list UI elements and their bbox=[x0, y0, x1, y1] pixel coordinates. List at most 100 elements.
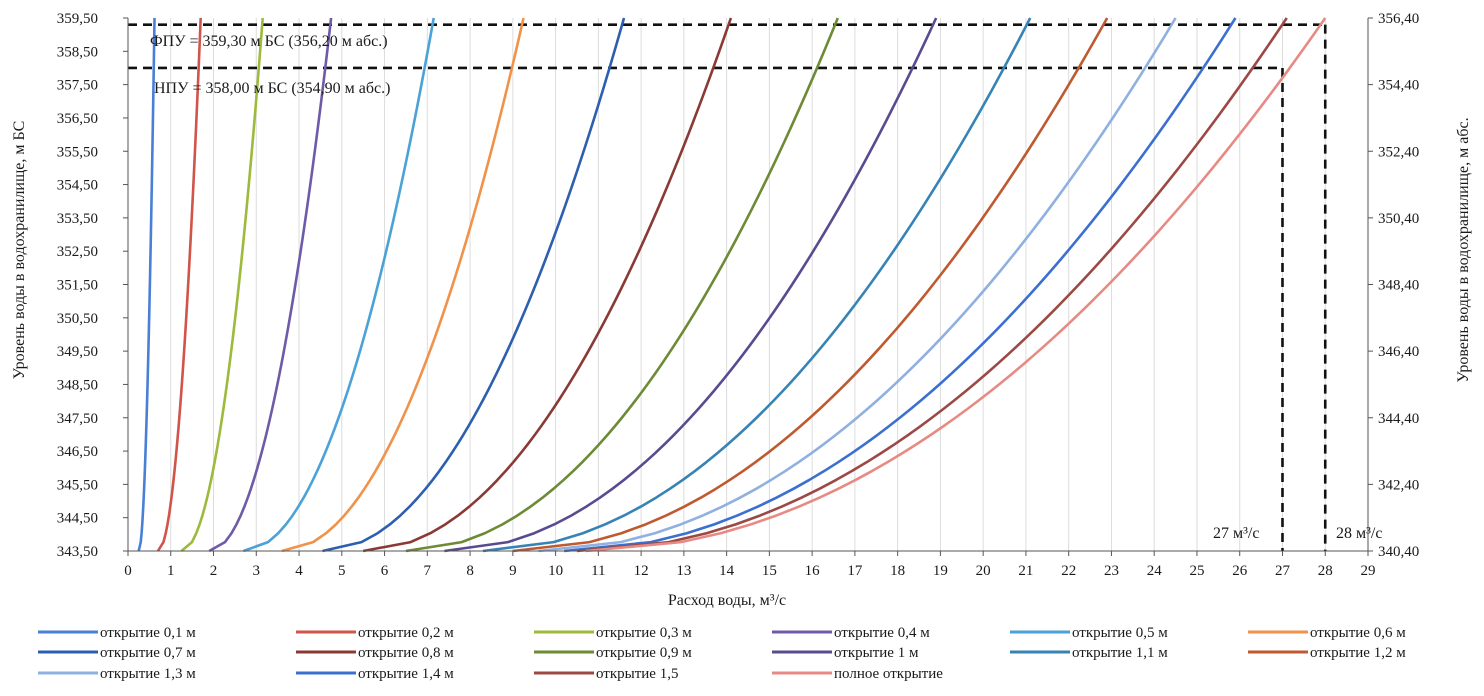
y-tick-label: 356,50 bbox=[57, 111, 98, 127]
series-line bbox=[444, 17, 938, 553]
y-axis-title: Уровень воды в водохранилище, м БС bbox=[11, 121, 28, 380]
legend-label: открытие 0,8 м bbox=[358, 645, 454, 661]
y-tick-label: 355,50 bbox=[57, 144, 98, 160]
x-tick-label: 24 bbox=[1147, 563, 1163, 579]
x-tick-label: 25 bbox=[1189, 563, 1204, 579]
axes bbox=[127, 18, 1369, 552]
legend: открытие 0,1 м открытие 0,2 м открытие 0,3… bbox=[38, 625, 1406, 682]
y-tick-label: 354,50 bbox=[57, 178, 98, 194]
y2-tick-label: 350,40 bbox=[1378, 211, 1419, 227]
x-tick-label: 5 bbox=[338, 563, 346, 579]
series-line bbox=[208, 17, 333, 553]
series-line bbox=[564, 17, 1237, 553]
x-tick-label: 20 bbox=[976, 563, 991, 579]
y-tick-label: 349,50 bbox=[57, 344, 98, 360]
x-tick-label: 28 bbox=[1318, 563, 1333, 579]
x-axis-title: Расход воды, м³/с bbox=[668, 592, 786, 609]
x-tick-label: 13 bbox=[676, 563, 691, 579]
y-tick-label: 352,50 bbox=[57, 244, 98, 260]
reference-lines bbox=[128, 23, 1327, 551]
legend-label: открытие 0,5 м bbox=[1072, 625, 1168, 641]
series-curves bbox=[137, 17, 1327, 553]
series-line bbox=[156, 17, 202, 552]
legend-label: открытие 0,1 м bbox=[100, 625, 196, 641]
series-line bbox=[576, 17, 1288, 553]
legend-label: открытие 1 м bbox=[834, 645, 919, 661]
y2-tick-label: 340,40 bbox=[1378, 544, 1419, 560]
y-tick-label: 348,50 bbox=[57, 377, 98, 393]
legend-label: полное открытие bbox=[834, 666, 943, 682]
y2-tick-label: 348,40 bbox=[1378, 278, 1419, 294]
vertical-grid bbox=[170, 18, 1326, 551]
x-tick-label: 22 bbox=[1061, 563, 1076, 579]
series-line bbox=[482, 17, 1032, 553]
series-line bbox=[405, 17, 839, 553]
y2-tick-label: 354,40 bbox=[1378, 78, 1419, 94]
legend-label: открытие 0,7 м bbox=[100, 645, 196, 661]
fpu-label: ФПУ = 359,30 м БС (356,20 м абс.) bbox=[150, 33, 388, 50]
y-tick-label: 353,50 bbox=[57, 211, 98, 227]
x-tick-label: 15 bbox=[762, 563, 777, 579]
x-tick-label: 10 bbox=[548, 563, 563, 579]
x-tick-label: 11 bbox=[591, 563, 605, 579]
x-tick-label: 4 bbox=[295, 563, 303, 579]
x-tick-label: 18 bbox=[890, 563, 905, 579]
x-tick-label: 16 bbox=[805, 563, 821, 579]
legend-label: открытие 1,4 м bbox=[358, 666, 454, 682]
y-tick-label: 359,50 bbox=[57, 11, 98, 27]
legend-label: открытие 1,3 м bbox=[100, 666, 196, 682]
y-tick-label: 344,50 bbox=[57, 511, 98, 527]
y-tick-label: 358,50 bbox=[57, 44, 98, 60]
series-line bbox=[243, 17, 435, 553]
annotation-28: 28 м³/с bbox=[1336, 525, 1382, 542]
x-tick-label: 1 bbox=[167, 563, 175, 579]
series-line bbox=[137, 17, 156, 552]
x-tick-label: 23 bbox=[1104, 563, 1119, 579]
y2-tick-label: 356,40 bbox=[1378, 11, 1419, 27]
x-tick-label: 12 bbox=[634, 563, 649, 579]
legend-label: открытие 0,3 м bbox=[596, 625, 692, 641]
y-axis-ticks: 343,50 344,50 345,50 346,50 347,50 348,50 349,… bbox=[57, 11, 128, 560]
legend-label: открытие 0,6 м bbox=[1310, 625, 1406, 641]
series-line bbox=[180, 17, 264, 552]
series-line bbox=[585, 17, 1327, 553]
y2-tick-label: 352,40 bbox=[1378, 144, 1419, 160]
legend-label: открытие 1,1 м bbox=[1072, 645, 1168, 661]
x-tick-label: 0 bbox=[124, 563, 132, 579]
y-tick-label: 351,50 bbox=[57, 278, 98, 294]
npu-label: НПУ = 358,00 м БС (354,90 м абс.) bbox=[154, 80, 390, 97]
x-tick-label: 19 bbox=[933, 563, 948, 579]
series-line bbox=[322, 17, 626, 553]
x-tick-label: 17 bbox=[847, 563, 863, 579]
x-tick-label: 9 bbox=[509, 563, 517, 579]
y2-tick-label: 344,40 bbox=[1378, 411, 1419, 427]
legend-label: открытие 0,2 м bbox=[358, 625, 454, 641]
y-tick-label: 346,50 bbox=[57, 444, 98, 460]
y-tick-label: 357,50 bbox=[57, 78, 98, 94]
y2-axis-title: Уровень воды в водохранилище, м абс. bbox=[1455, 117, 1472, 382]
x-axis-ticks: 0 1 2 3 4 5 6 7 8 9 10 11 12 13 14 15 16 17 18 19 20 21 22 23 24… bbox=[124, 551, 1376, 579]
annotation-27: 27 м³/с bbox=[1213, 525, 1259, 542]
y-tick-label: 347,50 bbox=[57, 411, 98, 427]
y-tick-label: 345,50 bbox=[57, 477, 98, 493]
y-tick-label: 350,50 bbox=[57, 311, 98, 327]
series-line bbox=[512, 17, 1109, 553]
y2-tick-label: 346,40 bbox=[1378, 344, 1419, 360]
legend-label: открытие 0,9 м bbox=[596, 645, 692, 661]
legend-label: открытие 1,5 bbox=[596, 666, 678, 682]
series-line bbox=[281, 17, 525, 553]
x-tick-label: 7 bbox=[424, 563, 432, 579]
x-tick-label: 8 bbox=[466, 563, 474, 579]
x-tick-label: 6 bbox=[381, 563, 389, 579]
x-tick-label: 14 bbox=[719, 563, 735, 579]
x-tick-label: 27 bbox=[1275, 563, 1291, 579]
legend-label: открытие 0,4 м bbox=[834, 625, 930, 641]
series-line bbox=[362, 17, 733, 553]
x-tick-label: 26 bbox=[1232, 563, 1248, 579]
y2-axis-ticks: 340,40 342,40 344,40 346,40 348,40 350,40 352,… bbox=[1368, 11, 1419, 560]
legend-label: открытие 1,2 м bbox=[1310, 645, 1406, 661]
y-tick-label: 343,50 bbox=[57, 544, 98, 560]
x-tick-label: 3 bbox=[253, 563, 261, 579]
x-tick-label: 2 bbox=[210, 563, 218, 579]
